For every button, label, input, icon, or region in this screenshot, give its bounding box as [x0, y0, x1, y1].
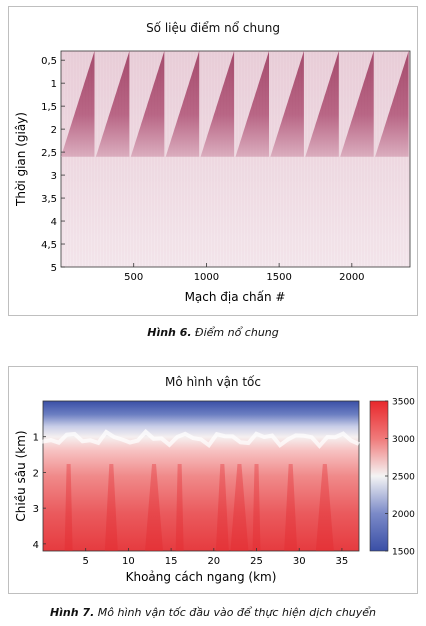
x-tick-label: 20 [207, 556, 220, 567]
colorbar-tick-label: 2000 [392, 510, 415, 520]
x-axis-label: Khoảng cách ngang (km) [126, 570, 277, 584]
x-tick-label: 1000 [194, 272, 219, 283]
y-tick-label: 5 [51, 263, 57, 274]
figure-7-title: Mô hình vận tốc [165, 375, 261, 389]
x-axis-ticks: 500 1000 1500 2000 [124, 263, 365, 283]
colorbar-tick-label: 3000 [392, 435, 415, 445]
velocity-streak [284, 464, 298, 551]
y-tick-label: 0,5 [41, 56, 57, 67]
colorbar-ticks: 3500 3000 2500 2000 1500 [385, 398, 415, 558]
figure-6-title: Số liệu điểm nổ chung [146, 21, 280, 35]
y-tick-label: 2,5 [41, 148, 57, 159]
x-tick-label: 500 [124, 272, 143, 283]
shot-gather-wedge [61, 51, 95, 157]
shot-gather-chart: 500 1000 1500 2000 0,5 1 1,5 2 2,5 3 3,5 4 4,5 5 Mạc… [14, 50, 411, 304]
x-tick-label: 25 [250, 556, 263, 567]
y-tick-label: 3 [51, 171, 57, 182]
x-tick-label: 35 [336, 556, 349, 567]
velocity-streak [230, 464, 249, 551]
x-tick-label: 2000 [339, 272, 364, 283]
velocity-streak [215, 464, 229, 551]
y-axis-label: Chiều sâu (km) [14, 430, 28, 521]
figure-7-caption-label: Hình 7. [49, 606, 95, 619]
y-axis-label: Thời gian (giây) [14, 112, 28, 207]
x-tick-label: 15 [165, 556, 178, 567]
x-tick-label: 1500 [266, 272, 291, 283]
y-tick-label: 2 [51, 125, 57, 136]
shot-gather-wedge [235, 51, 270, 157]
shot-gather-wedge [165, 51, 200, 157]
figure-7-caption: Hình 7. Mô hình vận tốc đầu vào để thực … [0, 606, 426, 619]
shot-gather-wedge [95, 51, 130, 157]
y-tick-label: 3,5 [41, 194, 57, 205]
colorbar-tick-label: 3500 [392, 398, 415, 408]
velocity-streak [175, 464, 184, 551]
velocity-streak [104, 464, 118, 551]
y-tick-label: 4 [33, 540, 39, 551]
y-tick-label: 1 [51, 79, 57, 90]
transition-band [41, 428, 360, 449]
shot-gather-wedge [130, 51, 165, 157]
figure-6-caption-text: Điểm nổ chung [195, 326, 279, 339]
figure-6-caption-label: Hình 6. [147, 326, 192, 339]
shot-gather-wedge [200, 51, 235, 157]
shot-gather-wedge [305, 51, 339, 157]
x-tick-label: 10 [122, 556, 135, 567]
velocity-streak [64, 464, 73, 551]
x-axis-label: Mạch địa chấn # [185, 290, 286, 304]
figure-6-caption: Hình 6. Điểm nổ chung [0, 326, 426, 339]
velocity-plot-area [42, 400, 360, 552]
y-tick-label: 4 [51, 217, 57, 228]
figure-7-caption-text: Mô hình vận tốc đầu vào để thực hiện dịc… [97, 606, 377, 619]
y-tick-label: 2 [33, 468, 39, 479]
colorbar-tick-label: 2500 [392, 473, 415, 483]
y-tick-label: 1 [33, 433, 39, 444]
colorbar-tick-label: 1500 [392, 548, 415, 558]
x-axis-ticks: 5 10 15 20 25 30 35 [83, 548, 349, 567]
y-tick-label: 1,5 [41, 102, 57, 113]
velocity-texture [41, 428, 360, 551]
y-axis-ticks: 0,5 1 1,5 2 2,5 3 3,5 4 4,5 5 [41, 56, 65, 274]
velocity-streak [145, 464, 164, 551]
velocity-streak [252, 464, 261, 551]
y-axis-ticks: 1 2 3 4 [33, 433, 46, 551]
velocity-streak [315, 464, 334, 551]
x-tick-label: 30 [293, 556, 306, 567]
shot-gather-wedge [340, 51, 374, 157]
figure-7-panel: Mô hình vận tốc 3500 300 [8, 366, 418, 594]
shot-gather-plot-area [60, 50, 411, 268]
y-tick-label: 3 [33, 504, 39, 515]
shot-gather-wedges [61, 51, 409, 267]
x-tick-label: 5 [83, 556, 89, 567]
shot-gather-wedge [270, 51, 304, 157]
y-tick-label: 4,5 [41, 240, 57, 251]
figure-6-panel: Số liệu điểm nổ chung 500 1000 1500 2000 0,… [8, 6, 418, 316]
shot-gather-wedge [375, 51, 409, 157]
